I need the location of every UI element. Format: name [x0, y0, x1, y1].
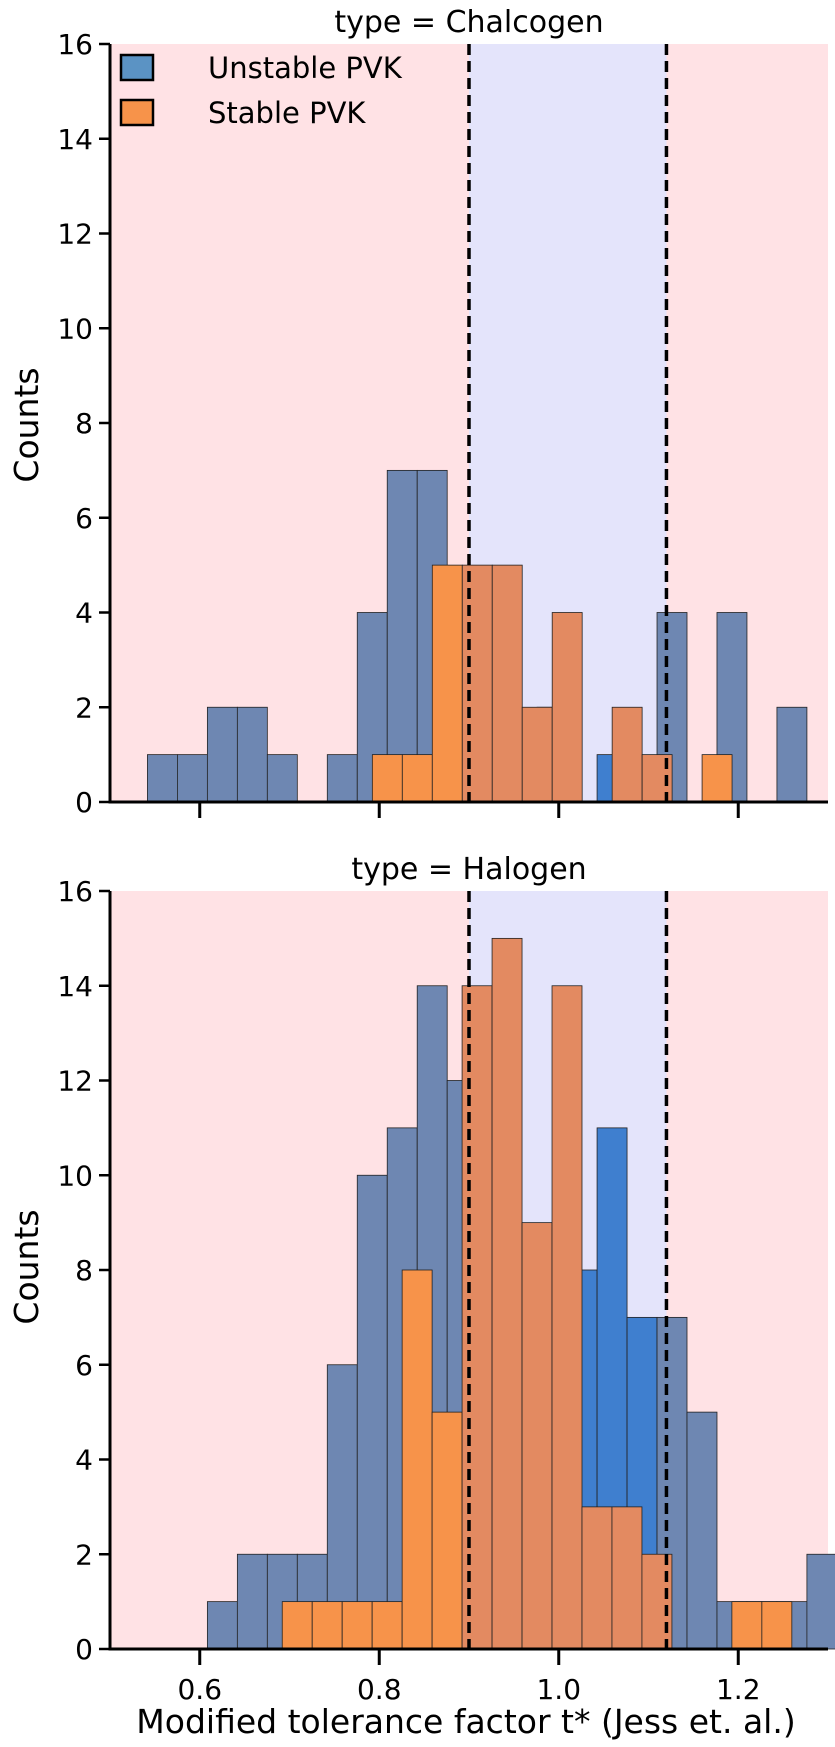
y-tick-label: 14 [57, 970, 93, 1003]
stable-bar [551, 612, 583, 803]
stable-bar [521, 1222, 553, 1650]
stable-bar [401, 1269, 433, 1650]
unstable-bar [236, 706, 268, 803]
unstable-bar [177, 754, 208, 803]
stable-bar [431, 1411, 463, 1650]
y-tick-label: 12 [57, 1065, 93, 1098]
x-tick-label: 1.0 [536, 1673, 581, 1706]
y-tick-label: 14 [57, 123, 93, 156]
chalcogen-panel: 0 2 4 6 8 10 12 14 16 type = Chalcogen [57, 5, 828, 819]
stable-bar [611, 1506, 643, 1650]
x-tick-label: 0.8 [357, 1673, 402, 1706]
stable-bar [491, 937, 523, 1650]
panel-title: type = Halogen [351, 852, 586, 887]
y-tick-label: 4 [75, 1444, 93, 1477]
unstable-bar [806, 1553, 835, 1650]
unstable-bar [356, 1174, 388, 1650]
unstable-bar [386, 469, 418, 803]
unstable-bar [206, 706, 238, 803]
legend: Unstable PVK Stable PVK [119, 51, 403, 130]
legend-label-stable: Stable PVK [208, 96, 366, 130]
stable-bar [311, 1601, 343, 1650]
halogen-panel: 0 2 4 6 8 10 12 14 16 0.6 0.8 1.0 1.2 type = Halogen [57, 852, 835, 1706]
stable-bar [491, 564, 523, 803]
unstable-bar [776, 706, 808, 803]
stable-bar [401, 754, 433, 803]
stable-bar [731, 1601, 763, 1650]
y-axis-label-bottom: Counts [7, 1209, 46, 1324]
y-tick-label: 6 [75, 502, 93, 535]
stable-bar [581, 1506, 613, 1650]
stable-bar [371, 1601, 403, 1650]
y-tick-label: 4 [75, 597, 93, 630]
y-tick-label: 12 [57, 218, 93, 251]
unstable-bar [236, 1553, 268, 1650]
y-tick-label: 8 [75, 407, 93, 440]
y-tick-label: 2 [75, 1538, 93, 1571]
y-tick-label: 8 [75, 1254, 93, 1287]
legend-label-unstable: Unstable PVK [208, 51, 403, 85]
y-tick-label: 16 [57, 28, 93, 61]
stable-bar [431, 564, 463, 803]
stable-bar [341, 1601, 373, 1650]
y-tick-label: 0 [75, 1633, 93, 1666]
unstable-bar [206, 1601, 238, 1650]
legend-swatch-stable [119, 98, 155, 127]
stable-bar [701, 754, 733, 803]
unstable-bar [686, 1411, 718, 1650]
stable-bar [461, 985, 493, 1650]
unstable-bar [266, 754, 298, 803]
panel-title: type = Chalcogen [334, 5, 603, 40]
x-tick-label: 0.6 [177, 1673, 222, 1706]
stable-bar [521, 706, 553, 803]
unstable-bar [326, 754, 358, 803]
x-axis-label: Modified tolerance factor t* (Jess et. a… [136, 1702, 795, 1741]
stable-bar [281, 1601, 313, 1650]
y-axis-label-top: Counts [7, 367, 46, 482]
y-tick-label: 10 [57, 312, 93, 345]
x-tick-label: 1.2 [716, 1673, 761, 1706]
stable-bar [551, 985, 583, 1650]
y-tick-label: 16 [57, 875, 93, 908]
y-tick-label: 0 [75, 786, 93, 819]
stable-bar [611, 706, 643, 803]
y-tick-label: 6 [75, 1349, 93, 1382]
legend-swatch-unstable [119, 53, 155, 82]
stable-bar [461, 564, 493, 803]
stable-bar [641, 1553, 673, 1650]
stable-bar [371, 754, 403, 803]
y-tick-label: 2 [75, 691, 93, 724]
unstable-bar [147, 754, 178, 803]
y-tick-label: 10 [57, 1159, 93, 1192]
stable-bar [761, 1601, 793, 1650]
